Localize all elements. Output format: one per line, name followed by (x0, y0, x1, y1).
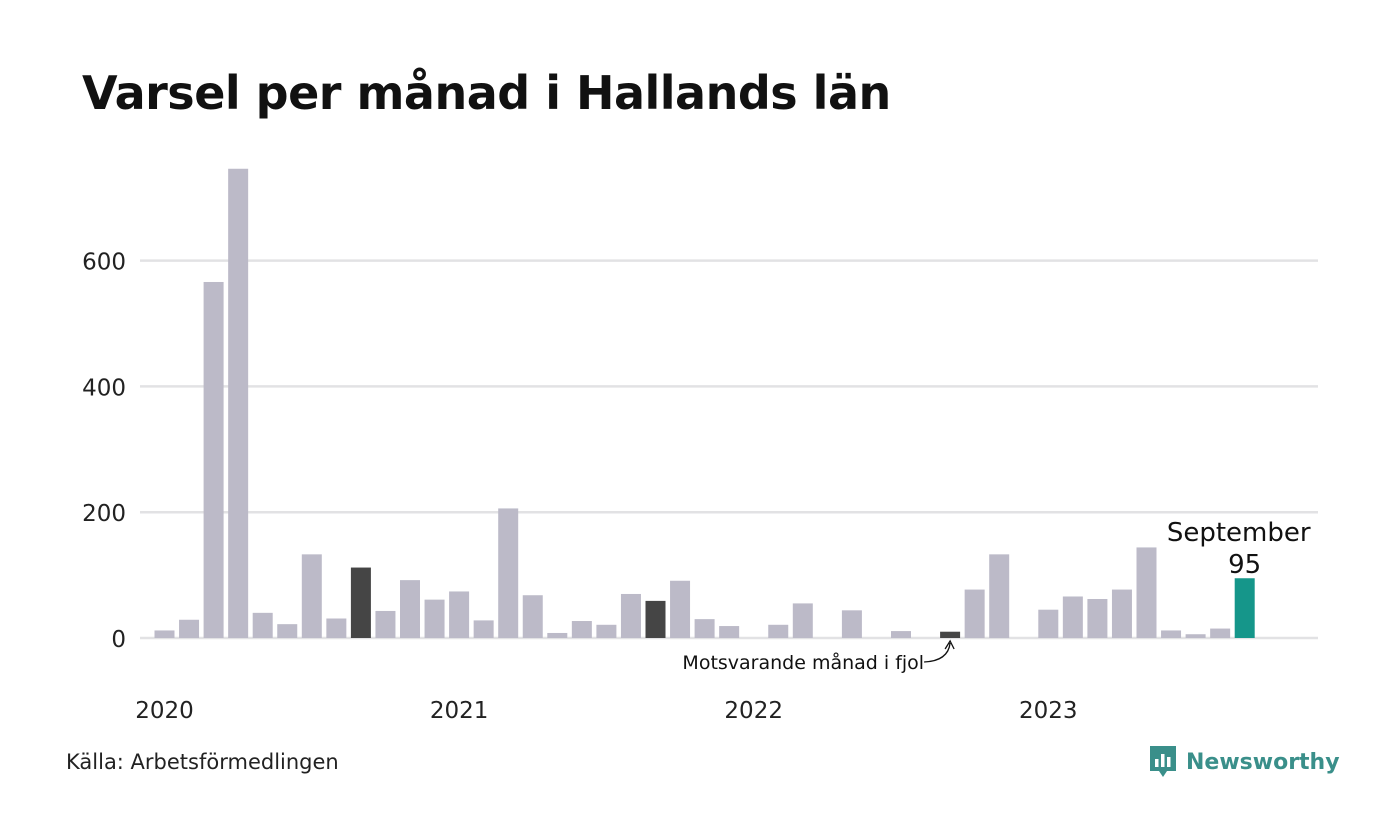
highlight-month-label: September (1167, 518, 1311, 548)
bar (719, 626, 740, 638)
source-note: Källa: Arbetsförmedlingen (66, 750, 339, 774)
x-tick-label: 2022 (724, 698, 783, 724)
highlight-value-label: 95 (1228, 550, 1261, 580)
bar (326, 618, 347, 638)
y-axis-ticks: 0 200 400 600 (82, 250, 126, 653)
bar (670, 580, 691, 638)
y-tick-label: 200 (82, 501, 126, 527)
x-axis-ticks: 2020 2021 2022 2023 (135, 698, 1077, 724)
bar (252, 612, 273, 638)
bar (989, 554, 1010, 638)
bar (891, 631, 911, 638)
bar (1161, 630, 1182, 638)
y-tick-label: 400 (82, 375, 126, 401)
bar (620, 593, 641, 638)
bar (1038, 609, 1059, 638)
bar (1210, 628, 1231, 638)
chart-title: Varsel per månad i Hallands län (82, 66, 891, 120)
bar (596, 624, 617, 638)
bar (424, 599, 445, 638)
bar (694, 619, 715, 638)
bar (473, 620, 494, 638)
bar (1111, 589, 1132, 638)
bar (547, 632, 568, 638)
y-tick-label: 600 (82, 250, 126, 276)
previous-year-arrow (924, 639, 955, 663)
highlight-bar (1234, 578, 1255, 638)
x-tick-label: 2023 (1019, 698, 1078, 724)
bar (645, 600, 666, 638)
bar (940, 631, 961, 638)
bar (228, 168, 249, 639)
bars (154, 168, 1255, 639)
bar (154, 630, 175, 638)
bar (571, 621, 592, 638)
bar (375, 610, 396, 638)
bar (400, 580, 420, 638)
bar (179, 619, 200, 638)
brand-name: Newsworthy (1186, 749, 1340, 775)
bar (768, 624, 789, 638)
bar (841, 610, 862, 638)
bar (964, 589, 985, 638)
bar (350, 567, 371, 638)
x-tick-label: 2021 (430, 698, 489, 724)
bar (277, 624, 298, 638)
previous-year-annotation: Motsvarande månad i fjol (682, 639, 955, 674)
bar (1062, 596, 1083, 638)
bar (449, 591, 470, 638)
highlight-annotation: September 95 (1167, 518, 1311, 580)
bar (1087, 599, 1108, 638)
brand-logo: Newsworthy (1148, 744, 1340, 780)
previous-year-label: Motsvarande månad i fjol (682, 651, 924, 674)
bar (792, 603, 813, 638)
bar (522, 595, 543, 638)
bar-chart-speech-icon (1150, 746, 1176, 777)
bar (203, 281, 224, 638)
bar (1136, 547, 1157, 638)
bar (1185, 634, 1206, 638)
x-tick-label: 2020 (135, 698, 194, 724)
y-tick-label: 0 (111, 627, 126, 653)
bar (498, 508, 519, 638)
bar (301, 554, 322, 638)
bar-chart: 0 200 400 600 2020 2021 2022 2023 September 95… (82, 168, 1318, 724)
